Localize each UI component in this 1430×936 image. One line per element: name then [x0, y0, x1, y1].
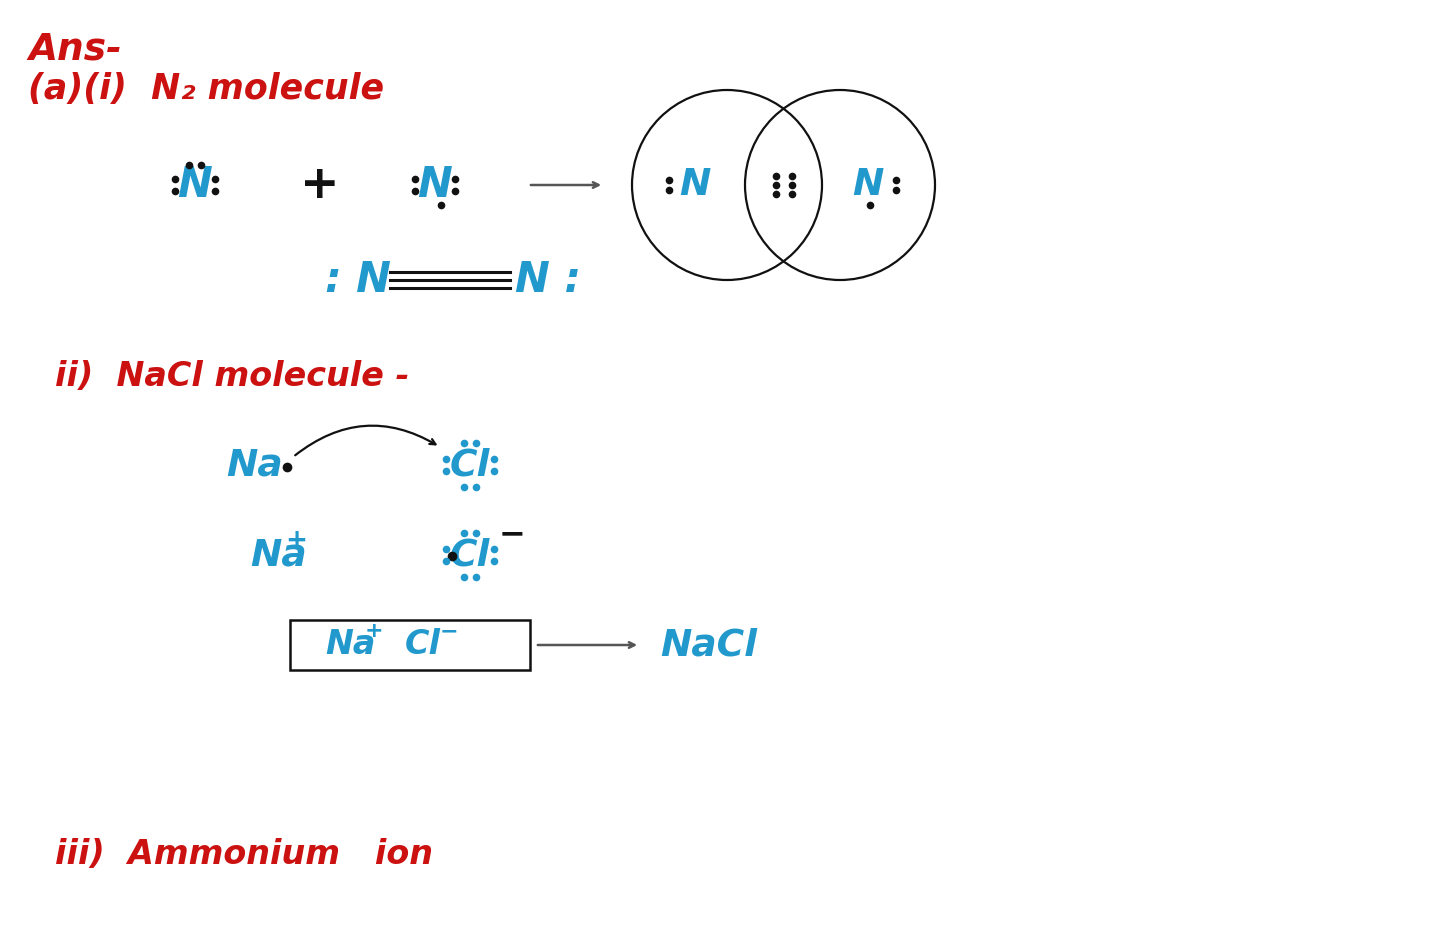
Text: N: N — [177, 164, 213, 206]
Text: +: + — [285, 528, 307, 554]
Text: Na: Na — [325, 628, 375, 662]
Text: +: + — [365, 621, 383, 641]
Text: iii)  Ammonium   ion: iii) Ammonium ion — [54, 838, 433, 871]
Text: Cl: Cl — [450, 447, 490, 483]
Text: N: N — [852, 167, 884, 203]
Text: (a)(i)  N₂ molecule: (a)(i) N₂ molecule — [29, 72, 385, 106]
Text: ii)  NaCl molecule -: ii) NaCl molecule - — [54, 360, 409, 393]
Text: +: + — [300, 163, 340, 208]
Text: N :: N : — [515, 259, 581, 301]
Text: : N: : N — [325, 259, 390, 301]
Text: Na: Na — [250, 537, 306, 573]
Text: Na: Na — [227, 447, 283, 483]
Bar — [290, 620, 531, 670]
Text: Ans-: Ans- — [29, 32, 122, 68]
Text: Cl: Cl — [405, 628, 440, 662]
Text: N: N — [418, 164, 452, 206]
Text: N: N — [679, 167, 711, 203]
Text: −: − — [499, 519, 525, 550]
Text: Cl: Cl — [450, 537, 490, 573]
Text: NaCl: NaCl — [661, 627, 756, 663]
Text: −: − — [440, 621, 459, 641]
